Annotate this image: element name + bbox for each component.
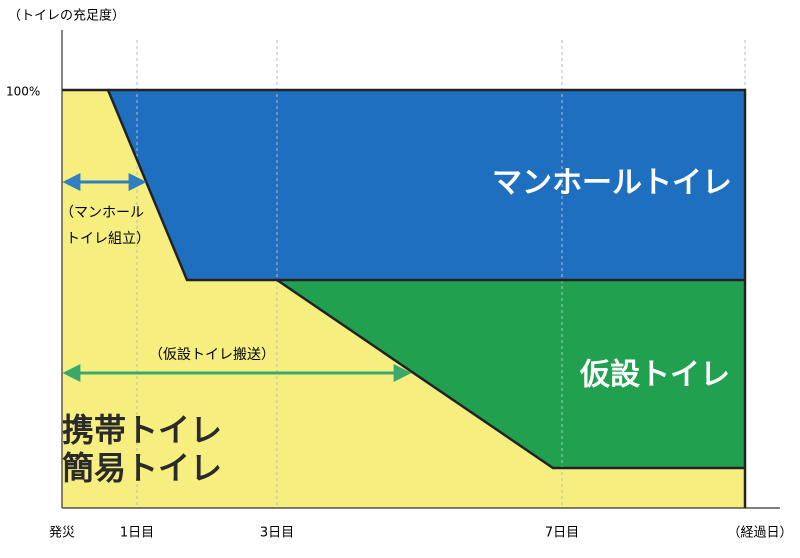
region-label: 仮設トイレ [579,358,730,393]
x-label: 発災 [49,526,75,541]
region-label: 携帯トイレ [62,411,222,449]
annotation: （マンホール [60,205,144,221]
annotation: （仮設トイレ搬送） [149,347,275,363]
region-label: マンホールトイレ [492,166,732,201]
outlines [62,88,747,508]
manhole-area [108,90,745,280]
x-label: 1日目 [120,526,154,541]
region-label: 簡易トイレ [62,449,222,487]
temporary-area [277,280,745,468]
y-label: （トイレの充足度） [8,8,125,24]
x-label: （経過日） [727,526,792,541]
axes [61,30,780,509]
x-label: 7日目 [545,526,579,541]
annotation: トイレ組立） [66,231,150,247]
x-label: 3日目 [260,526,294,541]
y-top: 100% [6,85,40,99]
